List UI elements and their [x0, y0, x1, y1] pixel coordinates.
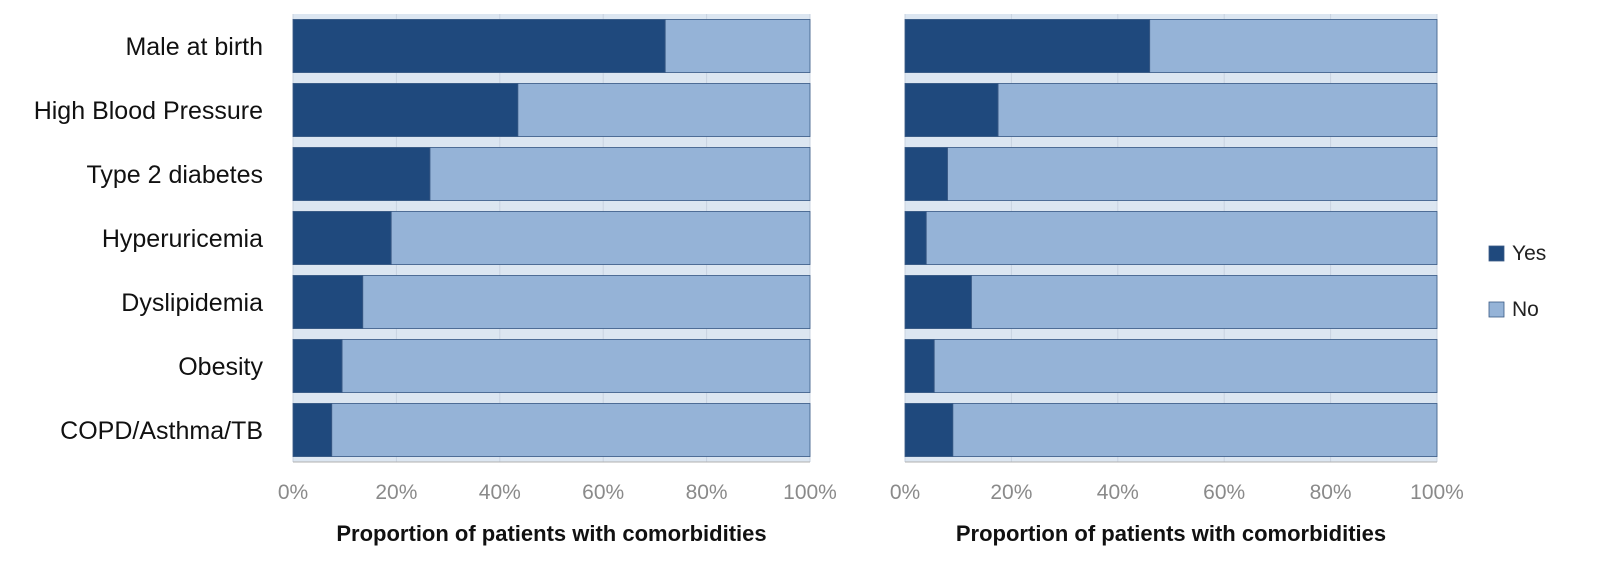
panel-1-bar-no-4 [971, 275, 1438, 329]
panel-0-x-axis-title: Proportion of patients with comorbiditie… [336, 521, 766, 546]
legend-label-yes: Yes [1512, 242, 1546, 265]
panel-1-x-tick-label-0: 0% [890, 481, 920, 504]
panel-1-bar-yes-6 [904, 403, 954, 457]
panel-1-bar-yes-2 [904, 147, 948, 201]
panel-1-x-tick-label-1: 20% [990, 481, 1032, 504]
legend-swatch-yes [1488, 245, 1505, 262]
category-label-4: Dyslipidemia [121, 289, 263, 317]
panel-1-bar-yes-1 [904, 83, 999, 137]
panel-0-bar-no-4 [362, 275, 811, 329]
panel-0-bar-yes-1 [292, 83, 519, 137]
category-label-2: Type 2 diabetes [86, 161, 263, 189]
panel-0-bar-yes-0 [292, 19, 666, 73]
panel-1-bar-yes-5 [904, 339, 935, 393]
panel-0-bar-no-0 [664, 19, 811, 73]
category-label-3: Hyperuricemia [102, 225, 263, 253]
panel-0-bar-yes-4 [292, 275, 364, 329]
panel-0-bar-no-2 [429, 147, 811, 201]
panel-0-bar-yes-5 [292, 339, 343, 393]
panel-0-bar-yes-3 [292, 211, 392, 265]
panel-0-x-tick-label-4: 80% [686, 481, 728, 504]
panel-0-x-tick-label-1: 20% [375, 481, 417, 504]
panel-0-bar-yes-6 [292, 403, 333, 457]
panel-1-bar-no-5 [933, 339, 1438, 393]
legend-swatch-no [1488, 301, 1505, 318]
panel-1-bar-no-1 [997, 83, 1438, 137]
category-label-0: Male at birth [125, 33, 263, 61]
panel-1-bar-no-0 [1149, 19, 1438, 73]
panel-1-bar-yes-0 [904, 19, 1151, 73]
legend-label-no: No [1512, 298, 1539, 321]
panel-0-x-tick-label-3: 60% [582, 481, 624, 504]
panel-1-x-tick-label-5: 100% [1410, 481, 1464, 504]
panel-1-bar-no-6 [952, 403, 1438, 457]
panel-0-bar-no-1 [517, 83, 811, 137]
category-label-5: Obesity [178, 353, 263, 381]
panel-0-bar-no-3 [390, 211, 811, 265]
category-label-6: COPD/Asthma/TB [60, 417, 263, 445]
panel-1-x-tick-label-4: 80% [1310, 481, 1352, 504]
panel-1-x-tick-label-2: 40% [1097, 481, 1139, 504]
category-label-1: High Blood Pressure [34, 97, 263, 125]
panel-1-bar-no-2 [947, 147, 1438, 201]
panel-1-x-tick-label-3: 60% [1203, 481, 1245, 504]
panel-0-x-tick-label-0: 0% [278, 481, 308, 504]
panel-1-bar-yes-3 [904, 211, 927, 265]
panel-0-x-tick-label-2: 40% [479, 481, 521, 504]
panel-0-bar-no-5 [341, 339, 811, 393]
panel-0-bar-no-6 [331, 403, 811, 457]
panel-1-bar-yes-4 [904, 275, 972, 329]
panel-1-x-axis-title: Proportion of patients with comorbiditie… [956, 521, 1386, 546]
panel-1-bar-no-3 [925, 211, 1438, 265]
panel-0-bar-yes-2 [292, 147, 431, 201]
panel-0-x-tick-label-5: 100% [783, 481, 837, 504]
